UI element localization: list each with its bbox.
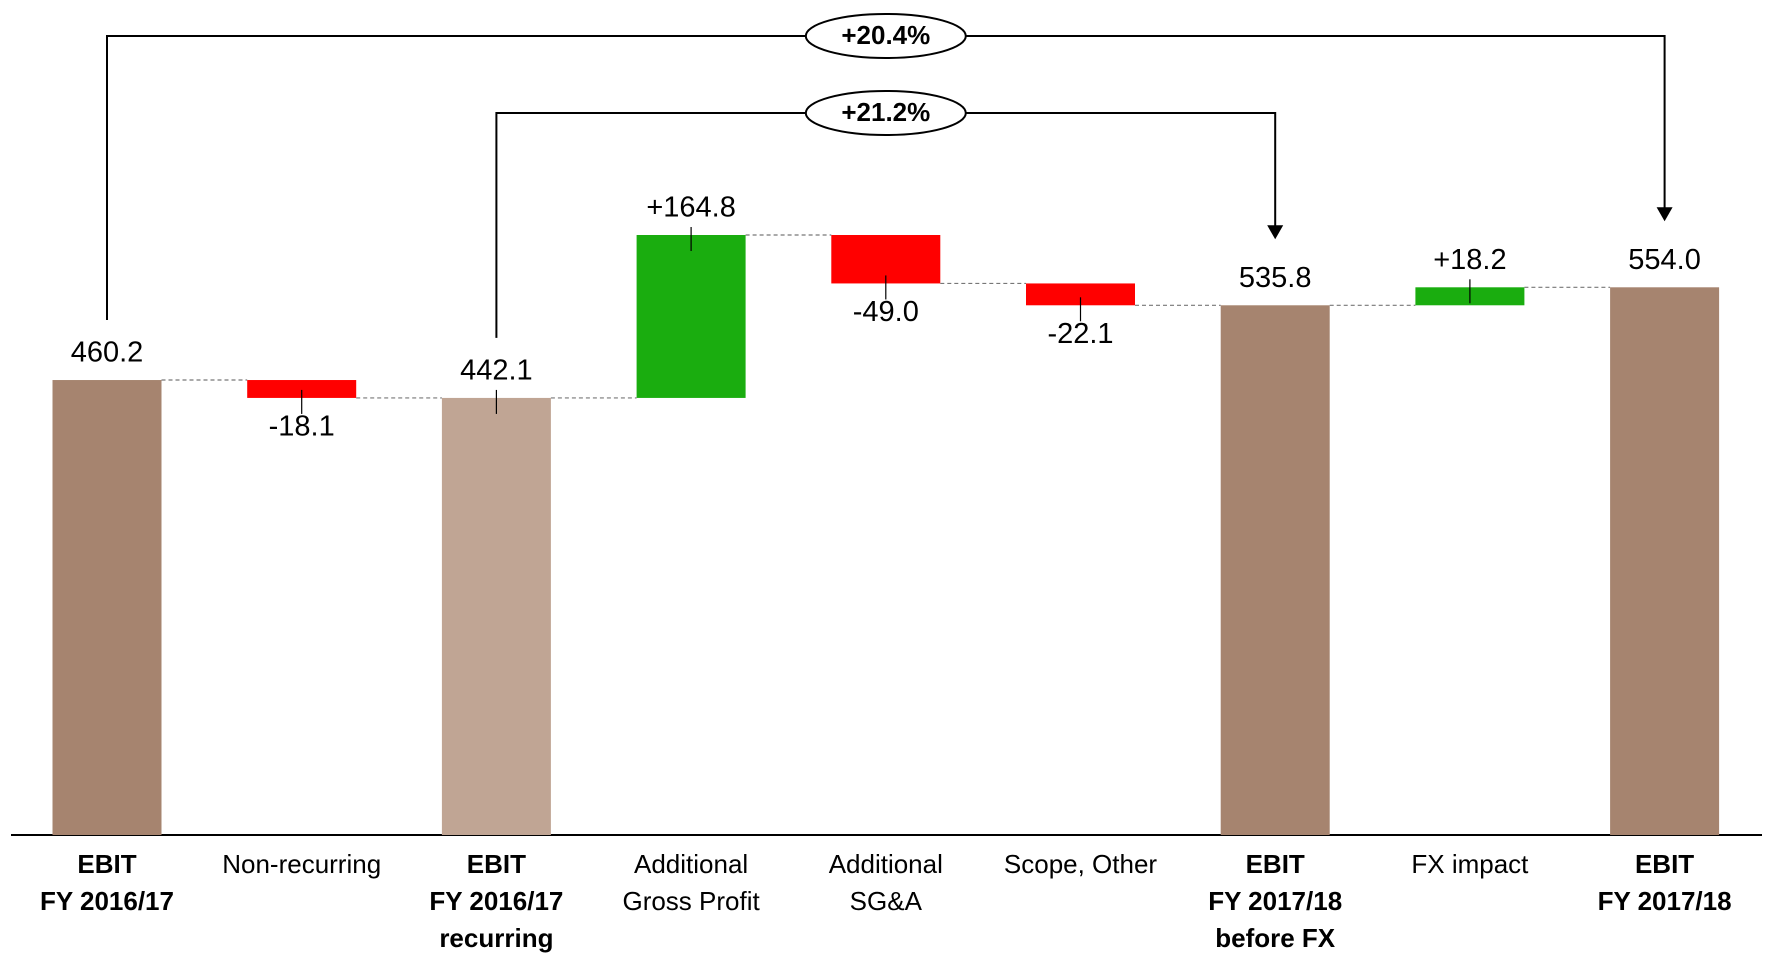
annotation-oval	[804, 13, 967, 59]
value-label: 554.0	[1628, 244, 1701, 276]
category-label: FX impact	[1411, 849, 1529, 879]
annotation-oval	[804, 90, 967, 136]
bar	[1610, 287, 1720, 835]
value-label: 442.1	[460, 355, 533, 387]
category-label: FY 2016/17	[429, 886, 563, 916]
bar	[1026, 283, 1135, 306]
value-label: -22.1	[1047, 318, 1113, 350]
category-label: FY 2016/17	[40, 886, 174, 916]
category-label: recurring	[439, 923, 553, 953]
category-label: before FX	[1215, 923, 1336, 953]
bar	[831, 235, 941, 284]
category-label: Additional	[634, 849, 748, 879]
value-label: +164.8	[646, 192, 736, 224]
value-label: 535.8	[1239, 262, 1312, 294]
bar	[1220, 305, 1330, 836]
annotation: +21.2%	[841, 97, 930, 127]
bar	[636, 235, 746, 398]
category-label: FY 2017/18	[1208, 886, 1342, 916]
category-label: EBIT	[77, 849, 136, 879]
bar	[441, 397, 551, 835]
arrow-head	[1656, 207, 1673, 222]
category-label: FY 2017/18	[1598, 886, 1732, 916]
bar	[52, 380, 162, 835]
category-label: EBIT	[467, 849, 526, 879]
category-label: Non-recurring	[222, 849, 381, 879]
category-label: Gross Profit	[622, 886, 760, 916]
arrow-head	[1267, 225, 1284, 240]
value-label: -49.0	[853, 296, 919, 328]
category-label: EBIT	[1246, 849, 1305, 879]
category-label: SG&A	[850, 886, 923, 916]
bar	[247, 380, 357, 398]
value-label: -18.1	[269, 411, 335, 443]
value-label: +18.2	[1433, 244, 1506, 276]
category-label: EBIT	[1635, 849, 1694, 879]
category-label: Scope, Other	[1004, 849, 1158, 879]
value-label: 460.2	[71, 337, 144, 369]
category-label: Additional	[829, 849, 943, 879]
annotation: +20.4%	[841, 20, 930, 50]
